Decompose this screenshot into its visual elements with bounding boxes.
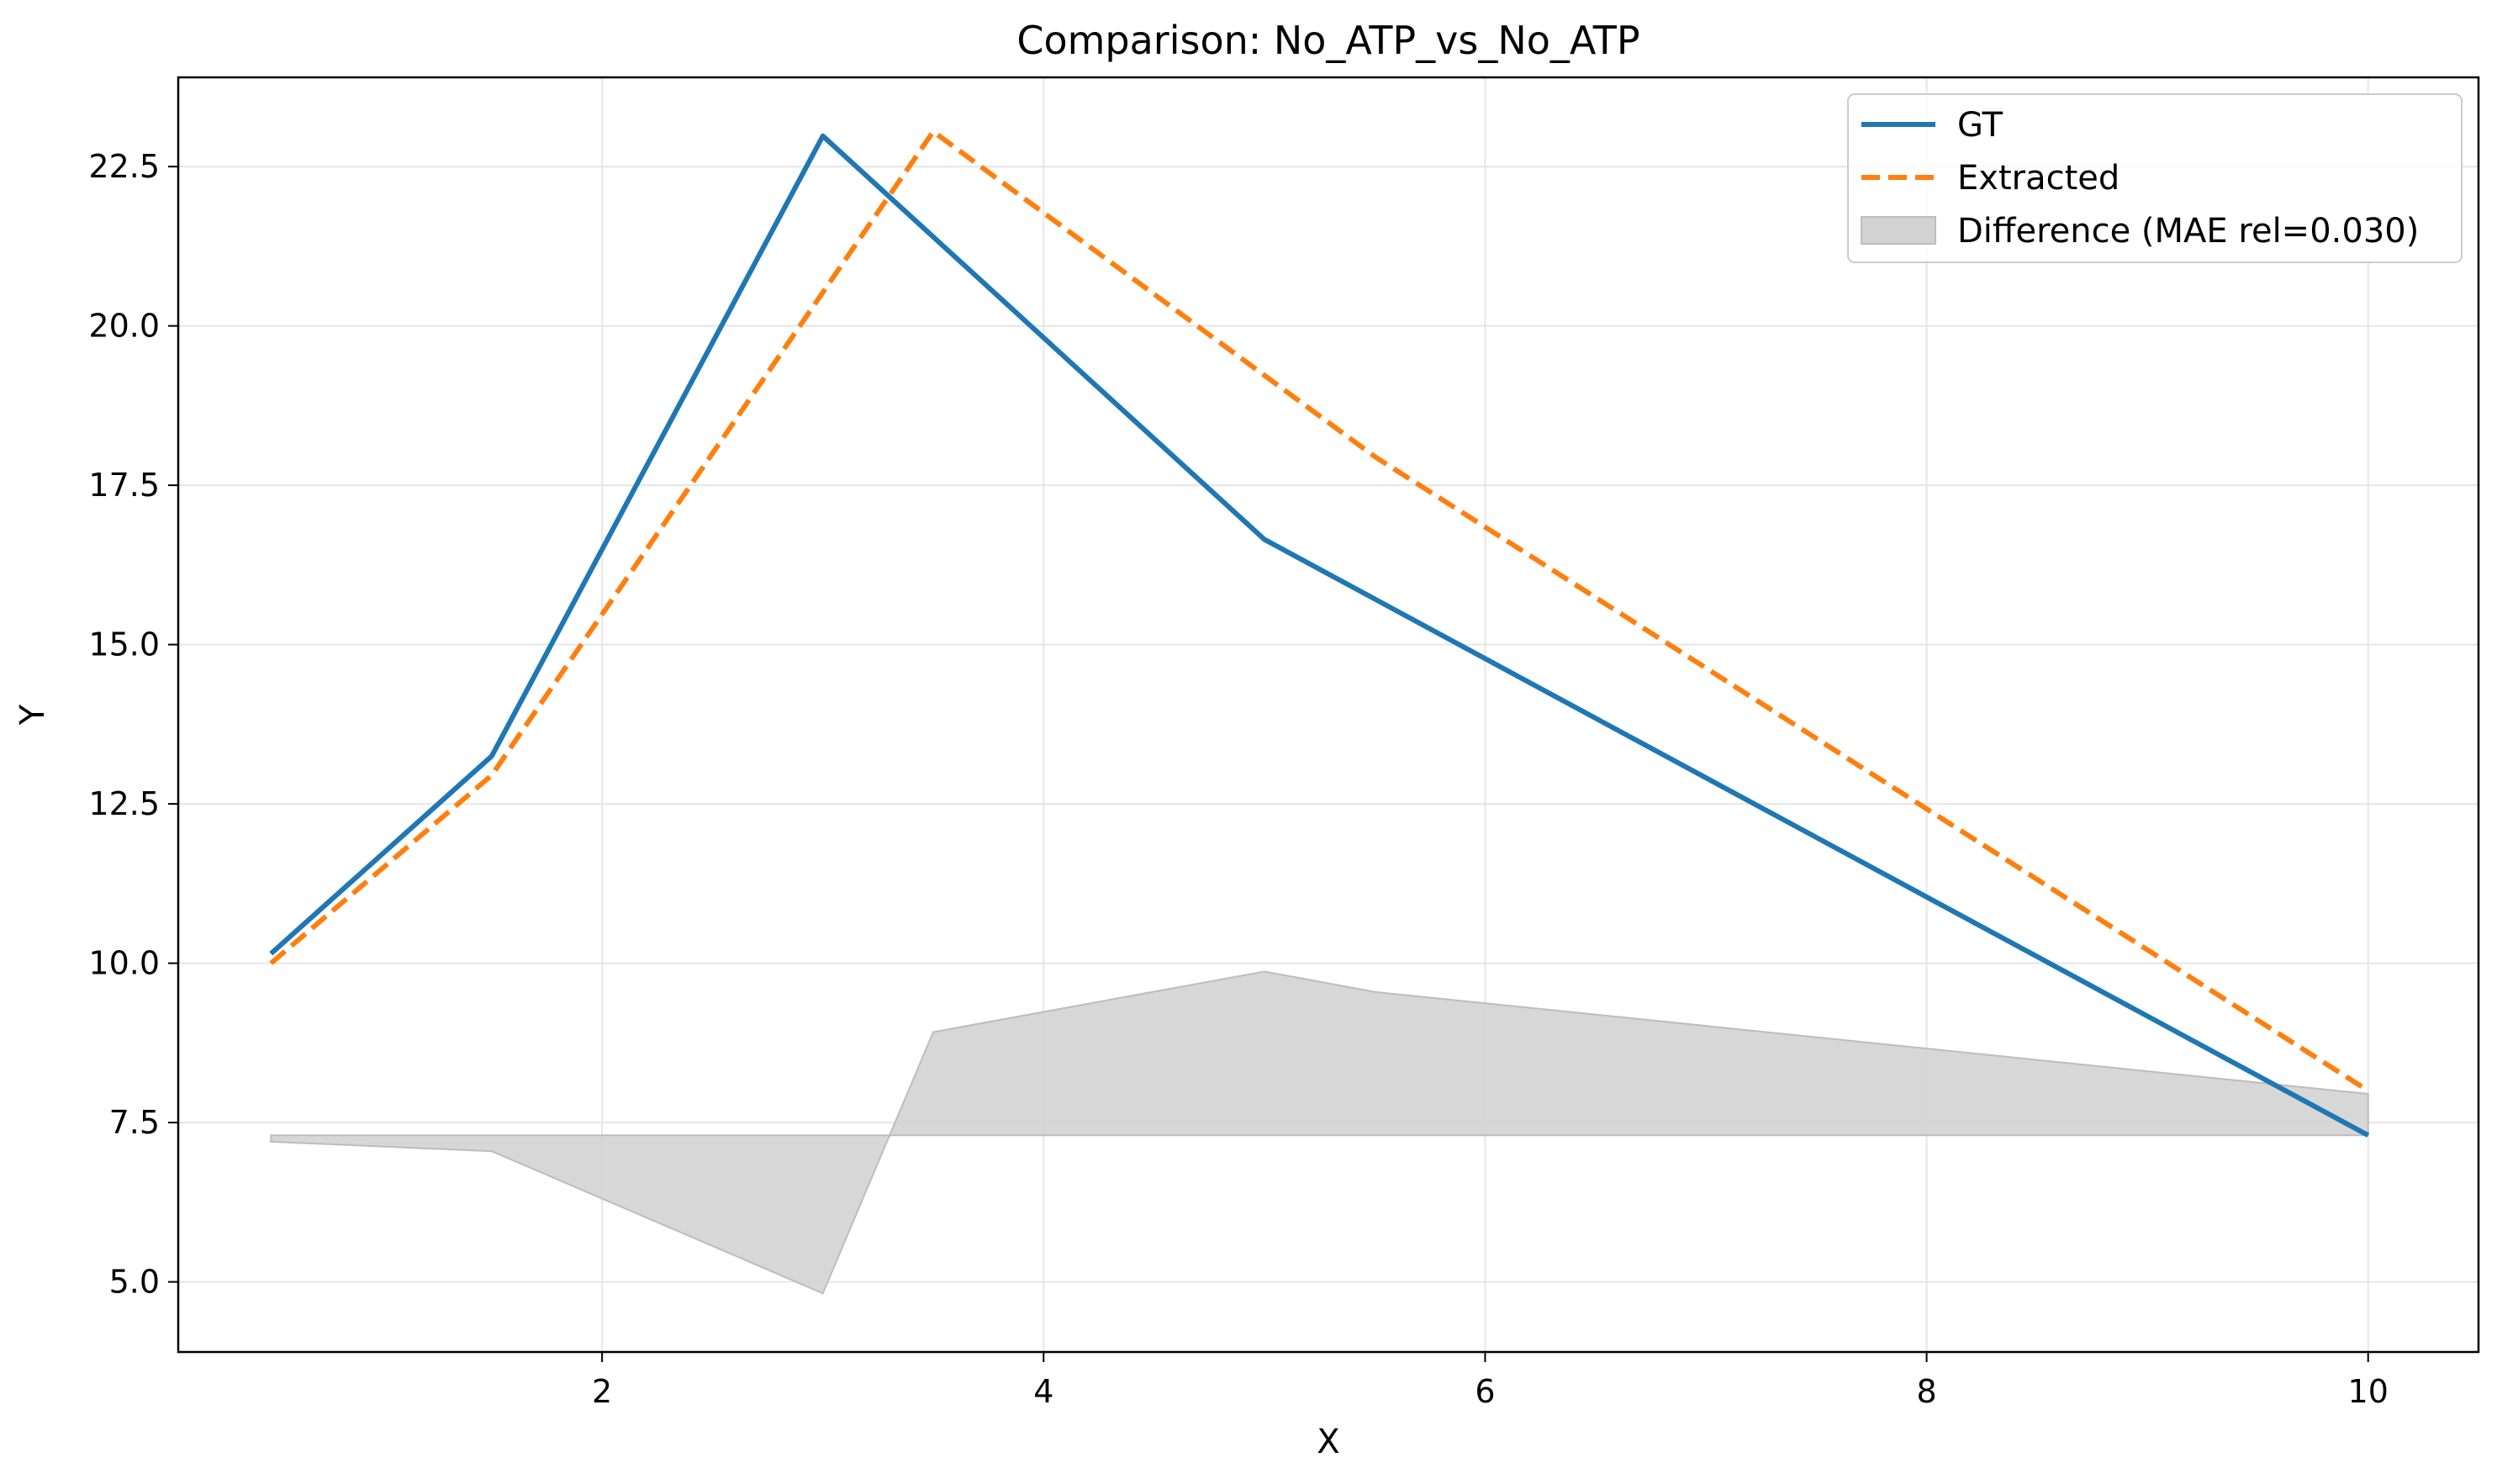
legend-label-difference: Difference (MAE rel=0.030): [1957, 212, 2419, 251]
difference-area-layer: [270, 970, 2369, 1295]
series-line-gt: [269, 133, 2370, 1138]
x-tick-label: 10: [2348, 1373, 2389, 1410]
y-tick-label: 22.5: [88, 148, 160, 185]
y-tick-label: 12.5: [88, 785, 160, 822]
x-tick-label: 8: [1916, 1373, 1936, 1410]
x-tick-label: 6: [1475, 1373, 1495, 1410]
chart-title: Comparison: No_ATP_vs_No_ATP: [1016, 18, 1639, 63]
y-tick-label: 15.0: [88, 626, 160, 663]
difference-area: [270, 970, 2369, 1295]
legend-box: [1847, 93, 2463, 263]
legend: GT Extracted Difference (MAE rel=0.030): [1847, 93, 2463, 263]
legend-label-gt: GT: [1957, 106, 2003, 145]
y-tick-label: 5.0: [109, 1264, 160, 1301]
y-tick-label: 17.5: [88, 467, 160, 504]
y-tick-label: 20.0: [88, 308, 160, 345]
series-layer: [269, 129, 2370, 1138]
x-axis-label: X: [1317, 1423, 1339, 1461]
y-axis-label: Y: [13, 704, 52, 726]
x-tick-label: 2: [592, 1373, 612, 1410]
legend-label-extracted: Extracted: [1957, 159, 2120, 198]
legend-swatch-difference: [1861, 216, 1936, 245]
x-tick-label: 4: [1033, 1373, 1053, 1410]
series-line-extracted: [269, 129, 2370, 1093]
ticks: 2 4 6 8 10 5.0 7.5 10.0 12.5 15.0 17.5 20.0 22.5: [88, 148, 2389, 1410]
y-tick-label: 7.5: [109, 1104, 160, 1141]
plot-frame: [177, 76, 2480, 1354]
y-tick-label: 10.0: [88, 945, 160, 982]
